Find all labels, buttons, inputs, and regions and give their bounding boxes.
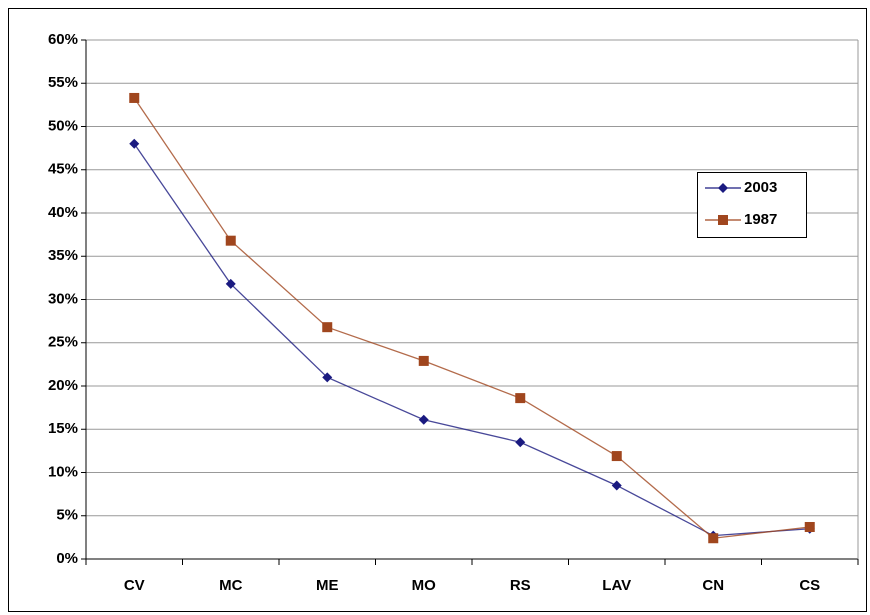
marker (708, 533, 719, 544)
legend-label: 2003 (744, 179, 777, 196)
x-tick-label: ME (316, 577, 339, 594)
y-tick-label: 55% (48, 74, 78, 91)
marker (129, 138, 140, 149)
y-tick-label: 60% (48, 31, 78, 48)
marker (129, 92, 140, 103)
x-tick-label: CN (702, 577, 724, 594)
y-tick-label: 10% (48, 463, 78, 480)
legend-marker (718, 183, 728, 193)
y-tick-label: 25% (48, 334, 78, 351)
marker (611, 451, 622, 462)
y-tick-label: 50% (48, 117, 78, 134)
x-tick-label: RS (510, 577, 531, 594)
y-tick-label: 45% (48, 161, 78, 178)
marker (225, 235, 236, 246)
y-tick-label: 35% (48, 247, 78, 264)
legend-label: 1987 (744, 211, 777, 228)
legend-marker (718, 215, 728, 225)
marker (418, 355, 429, 366)
marker (418, 414, 429, 425)
y-tick-label: 15% (48, 420, 78, 437)
series-line (133, 143, 810, 537)
legend-box (697, 172, 807, 238)
marker (611, 480, 622, 491)
x-tick-label: LAV (602, 577, 631, 594)
legend: 2003 1987 (697, 172, 807, 238)
marker (322, 322, 333, 333)
marker (804, 521, 815, 532)
y-tick-label: 20% (48, 377, 78, 394)
marker (515, 437, 526, 448)
series-line (133, 97, 810, 539)
y-tick-label: 30% (48, 290, 78, 307)
x-tick-label: MC (219, 577, 242, 594)
marker (322, 372, 333, 383)
chart-frame (8, 8, 867, 612)
x-tick-label: CV (124, 577, 145, 594)
y-tick-label: 40% (48, 204, 78, 221)
y-tick-label: 0% (56, 550, 78, 567)
y-tick-label: 5% (56, 507, 78, 524)
x-tick-label: MO (412, 577, 436, 594)
marker (515, 393, 526, 404)
x-tick-label: CS (799, 577, 820, 594)
marker (225, 278, 236, 289)
